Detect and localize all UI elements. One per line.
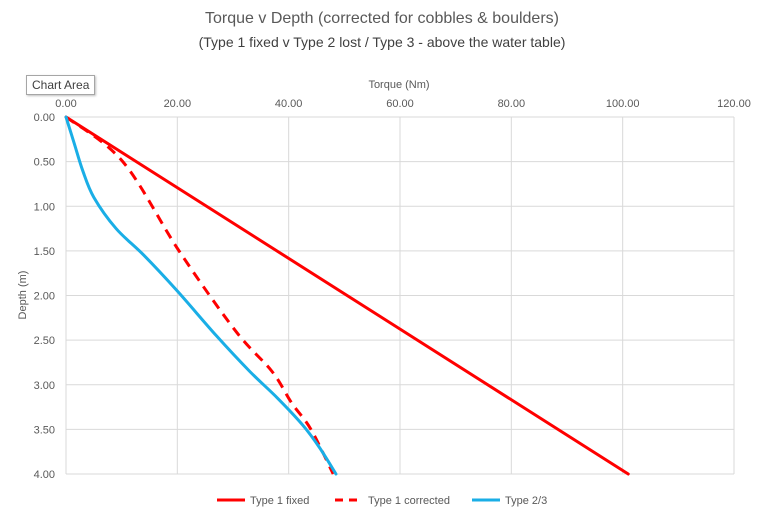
y-tick-label: 2.50 (34, 335, 55, 347)
series-lines (64, 115, 630, 476)
y-tick-label: 4.00 (34, 469, 55, 481)
x-tick-label: 120.00 (717, 98, 751, 110)
y-tick-label: 1.50 (34, 246, 55, 258)
x-tick-label: 80.00 (498, 98, 526, 110)
x-tick-label: 20.00 (164, 98, 192, 110)
legend-label-0: Type 1 fixed (250, 495, 309, 507)
tick-labels: 0.00 20.00 40.00 60.00 80.00 100.00 120.00 0.00… (34, 98, 751, 481)
x-tick-label: 60.00 (386, 98, 414, 110)
legend: Type 1 fixed Type 1 corrected Type 2/3 (217, 495, 547, 507)
y-tick-label: 2.00 (34, 291, 55, 303)
y-tick-label: 3.00 (34, 380, 55, 392)
series-line-2[interactable] (64, 115, 338, 476)
chart-title: Torque v Depth (corrected for cobbles & … (205, 10, 559, 27)
x-axis-title: Torque (Nm) (368, 79, 429, 91)
series-line-1[interactable] (65, 115, 335, 475)
x-tick-label: 40.00 (275, 98, 303, 110)
y-tick-label: 0.50 (34, 157, 55, 169)
y-tick-label: 1.00 (34, 201, 55, 213)
x-tick-label: 100.00 (606, 98, 640, 110)
series-line-0[interactable] (64, 115, 630, 476)
y-tick-label: 0.00 (34, 112, 55, 124)
legend-label-2: Type 2/3 (505, 495, 547, 507)
chart-area-tooltip: Chart Area (26, 75, 96, 95)
chart-subtitle: (Type 1 fixed v Type 2 lost / Type 3 - a… (199, 34, 566, 50)
x-tick-label: 0.00 (55, 98, 76, 110)
legend-label-1: Type 1 corrected (368, 495, 450, 507)
y-axis-title: Depth (m) (17, 271, 29, 320)
y-tick-label: 3.50 (34, 424, 55, 436)
